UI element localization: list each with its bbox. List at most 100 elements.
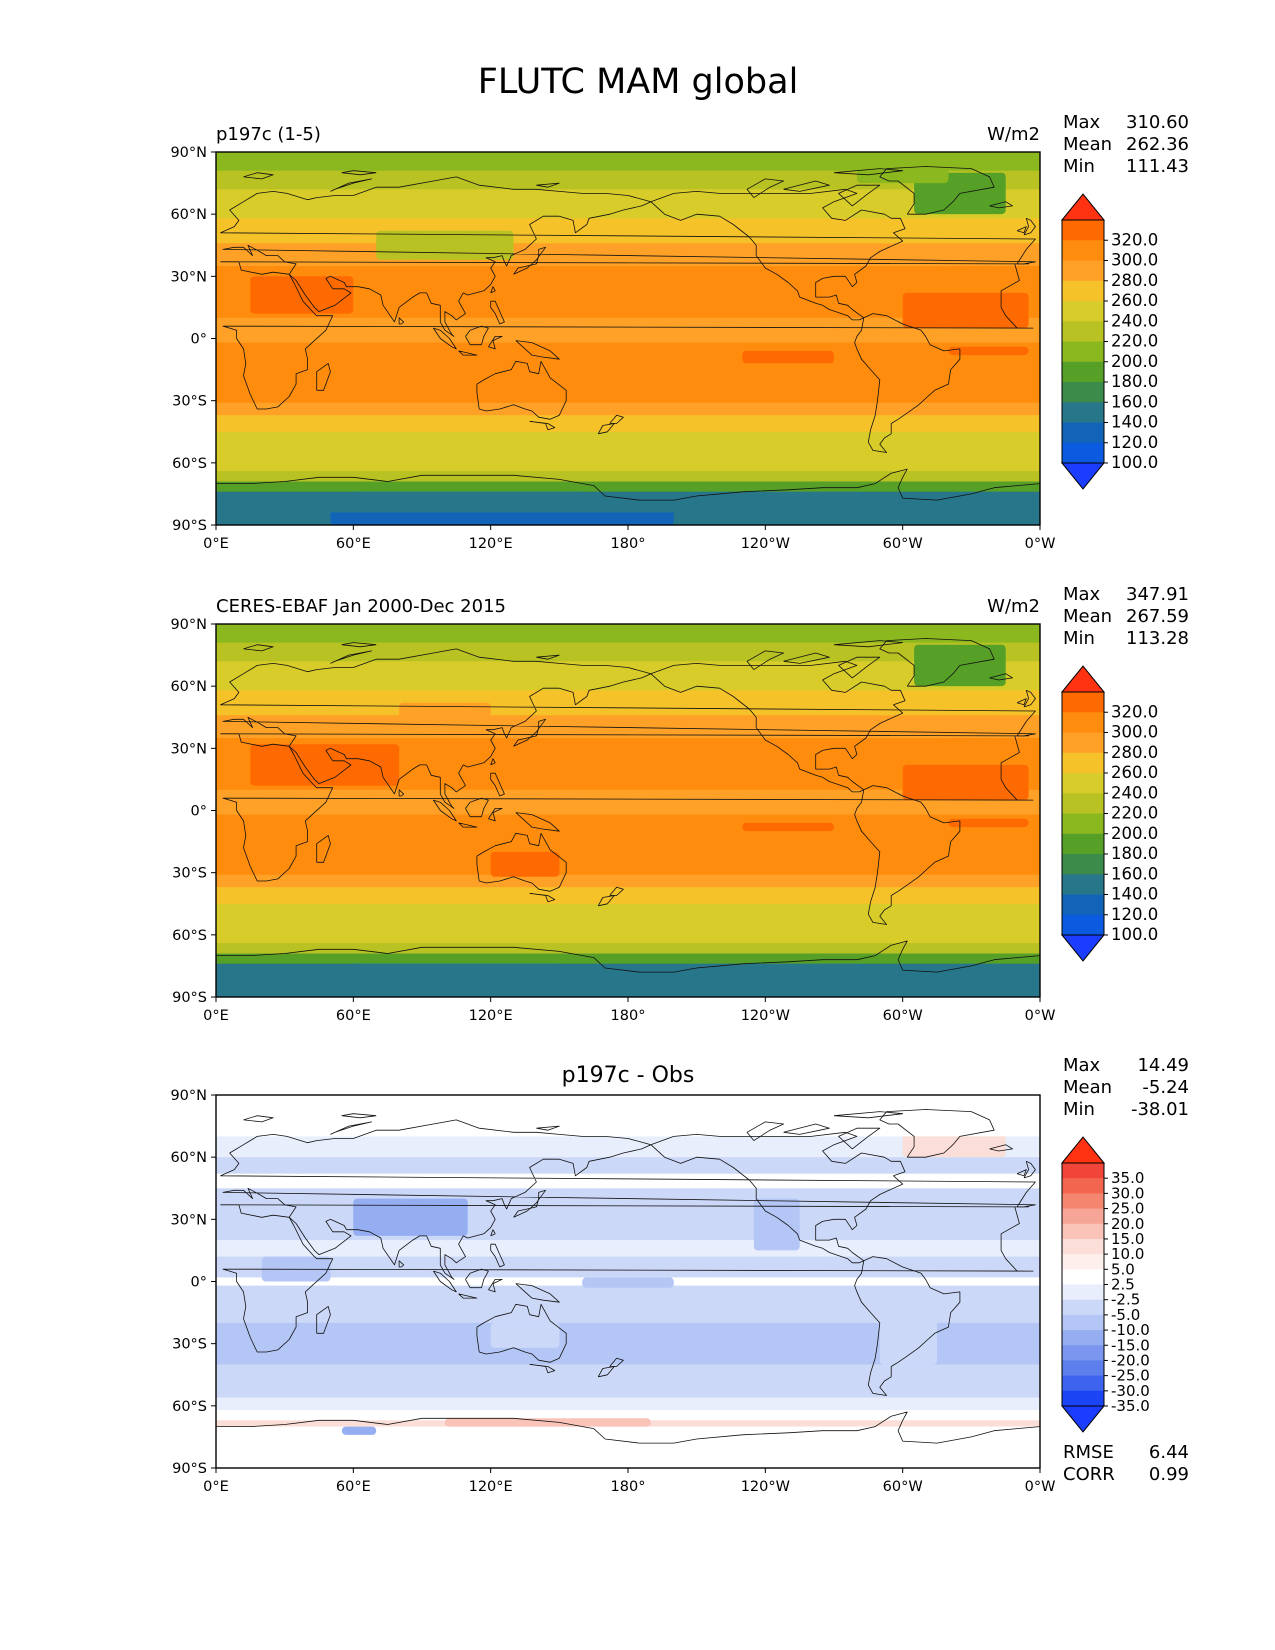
coastline [879, 1109, 995, 1158]
lon-tick-label: 60°W [883, 536, 923, 552]
colorbar-segment [1062, 692, 1104, 713]
coastline [989, 1144, 1013, 1152]
colorbar-label: 180.0 [1111, 372, 1158, 391]
lat-tick-label: 90°S [172, 1461, 207, 1477]
colorbar-label: 200.0 [1111, 352, 1158, 371]
lon-tick-label: 60°E [336, 536, 371, 552]
field-band [216, 814, 1040, 857]
colorbar-segment [1062, 712, 1104, 734]
coastline [650, 1131, 906, 1264]
stat-label: Max [1063, 1055, 1101, 1076]
colorbar-min-arrow [1060, 462, 1106, 490]
lat-tick-label: 90°N [170, 145, 207, 161]
lat-tick-label: 90°S [172, 518, 207, 534]
coastline [458, 822, 478, 828]
field-band [216, 1426, 1040, 1468]
lon-tick-label: 0°E [203, 1479, 229, 1495]
colorbar-label: -20.0 [1111, 1351, 1150, 1369]
stat-value: 310.60 [1126, 112, 1189, 133]
field-patch [948, 818, 1029, 828]
colorbar-segment [1062, 1330, 1104, 1346]
coastline [243, 1115, 274, 1123]
panel-left-title: CERES-EBAF Jan 2000-Dec 2015 [216, 596, 506, 617]
colorbar-segment [1062, 361, 1104, 383]
stat-label: Min [1063, 628, 1095, 649]
coastline [341, 642, 377, 648]
colorbar-segment [1062, 1269, 1104, 1285]
colorbar-label: 320.0 [1111, 230, 1158, 249]
field-patch [444, 1418, 651, 1427]
panel-units: W/m2 [987, 124, 1040, 145]
lat-tick-label: 60°N [170, 679, 207, 695]
colorbar-segment [1062, 874, 1104, 896]
colorbar-label: -35.0 [1111, 1397, 1150, 1415]
coastline [220, 176, 1036, 337]
field-band [216, 170, 1040, 190]
field-patch [216, 963, 1040, 997]
lat-tick-label: 90°S [172, 990, 207, 1006]
colorbar-label: 160.0 [1111, 392, 1158, 411]
coastline [465, 797, 489, 818]
coastline [536, 654, 560, 660]
lon-tick-label: 120°E [469, 536, 513, 552]
field-band [216, 218, 1040, 244]
colorbar-label: -30.0 [1111, 1382, 1150, 1400]
colorbar-label: 140.0 [1111, 413, 1158, 432]
lat-tick-label: 90°N [170, 617, 207, 633]
panel-model: p197c (1-5) W/m2 90°N60°N30°N0°30°S60°S9… [170, 112, 1189, 552]
field-patch [250, 276, 354, 314]
field-band [216, 624, 1040, 644]
colorbar-label: 240.0 [1111, 311, 1158, 330]
coastline [1016, 698, 1027, 706]
colorbar-segment [1062, 813, 1104, 835]
lon-tick-label: 180° [611, 1008, 646, 1024]
field-band [216, 943, 1040, 955]
coastline [879, 166, 995, 215]
lon-tick-label: 0°W [1025, 536, 1056, 552]
lon-tick-label: 120°W [741, 536, 790, 552]
coastline [833, 1111, 904, 1119]
colorbar-label: 25.0 [1111, 1200, 1144, 1218]
coastline [529, 893, 556, 903]
coastline [650, 660, 906, 793]
lat-tick-label: 30°N [170, 1212, 207, 1228]
colorbar-segment [1062, 854, 1104, 875]
stat-label: Min [1063, 1099, 1095, 1120]
field-band [216, 1188, 1040, 1241]
stat-label: Max [1063, 112, 1101, 133]
colorbar-segment [1062, 1178, 1104, 1194]
colorbar-label: 300.0 [1111, 251, 1158, 270]
field-band [216, 450, 1040, 472]
colorbar-segment [1062, 402, 1104, 424]
colorbar-segment [1062, 1299, 1104, 1316]
colorbar-segment [1062, 1193, 1104, 1210]
colorbar-label: 15.0 [1111, 1230, 1144, 1248]
coastline [488, 335, 503, 350]
colorbar-label: 220.0 [1111, 804, 1158, 823]
coastline [220, 648, 1036, 809]
colorbar-label: 140.0 [1111, 885, 1158, 904]
field-band [216, 661, 1040, 691]
field-patch [902, 292, 1029, 329]
coastline [833, 168, 904, 176]
lat-axis: 90°N 60°N 30°N 0° 30°S 60°S 90°S [170, 617, 216, 1006]
coastline [243, 644, 274, 652]
colorbar-segment [1062, 1345, 1104, 1361]
coastline [1016, 226, 1027, 234]
colorbar-segment [1062, 1163, 1104, 1179]
field-band [216, 1157, 1040, 1175]
colorbar-max-arrow [1060, 193, 1106, 221]
lon-tick-label: 180° [611, 1479, 646, 1495]
colorbar: 35.030.025.020.015.010.05.02.5-2.5-5.0-1… [1060, 1136, 1150, 1433]
field-band [216, 481, 1040, 493]
lat-axis: 90°N 60°N 30°N 0° 30°S 60°S 90°S [170, 145, 216, 534]
coastline [989, 673, 1013, 681]
field-band [216, 856, 1040, 876]
field-band [216, 1364, 1040, 1399]
coastline [488, 1279, 503, 1293]
lat-tick-label: 30°N [170, 269, 207, 285]
field-band [216, 1410, 1040, 1421]
lat-tick-label: 90°N [170, 1088, 207, 1104]
score-label: CORR [1063, 1464, 1115, 1485]
lon-axis: 0°E 60°E 120°E 180° 120°W 60°W 0°W [203, 1468, 1055, 1495]
